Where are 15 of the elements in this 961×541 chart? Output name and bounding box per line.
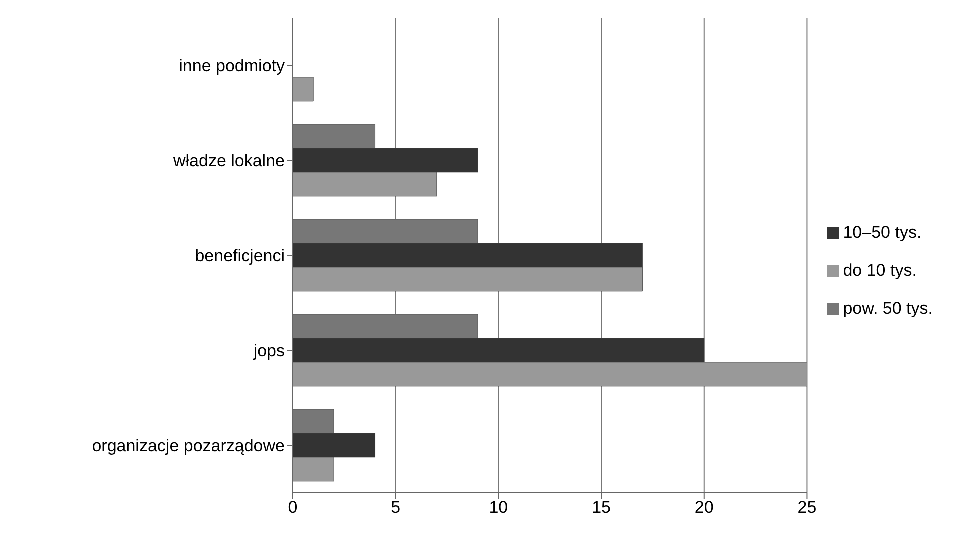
legend-label: 10–50 tys. (843, 222, 922, 242)
y-tick-label: beneficjenci (195, 246, 285, 266)
y-tick-label: inne podmioty (179, 56, 286, 76)
x-tick-label: 10 (489, 498, 508, 518)
x-tick-label: 15 (592, 498, 611, 518)
y-tick-label: organizacje pozarządowe (92, 436, 285, 456)
x-tick-label: 5 (391, 498, 401, 518)
y-tick-label: władze lokalne (172, 152, 285, 171)
bar (293, 77, 314, 102)
x-tick-label: 0 (288, 498, 298, 518)
x-tick-label: 20 (694, 498, 714, 518)
y-tick-label: jops (252, 342, 285, 361)
legend-label: do 10 tys. (843, 260, 917, 280)
x-tick-label: 25 (798, 498, 817, 518)
legend-label: pow. 50 tys. (843, 298, 933, 318)
